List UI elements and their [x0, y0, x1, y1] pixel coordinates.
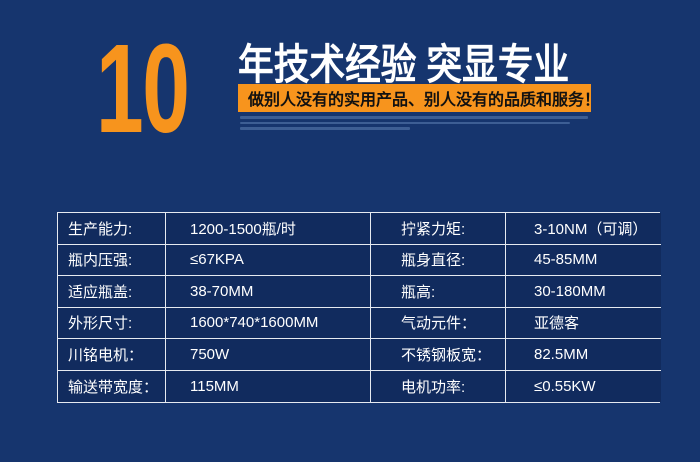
fine-print-line	[240, 121, 570, 124]
spec-value: 3-10NM（可调）	[506, 213, 661, 245]
spec-label: 不锈钢板宽：	[371, 339, 506, 371]
spec-label: 适应瓶盖:	[58, 276, 166, 308]
spec-label: 瓶身直径:	[371, 244, 506, 276]
spec-value: 115MM	[166, 370, 371, 402]
years-number: 10	[96, 18, 190, 159]
spec-value: 1200-1500瓶/时	[166, 213, 371, 245]
spec-label: 外形尺寸:	[58, 307, 166, 339]
spec-label: 输送带宽度：	[58, 370, 166, 402]
spec-value: 45-85MM	[506, 244, 661, 276]
spec-value: 82.5MM	[506, 339, 661, 371]
spec-value: ≤67KPA	[166, 244, 371, 276]
fine-print	[240, 116, 588, 133]
spec-value: ≤0.55KW	[506, 370, 661, 402]
fine-print-line	[240, 116, 588, 119]
subtitle-banner-text: 做别人没有的实用产品、别人没有的品质和服务！	[248, 92, 601, 109]
spec-table: 生产能力: 1200-1500瓶/时 拧紧力矩: 3-10NM（可调） 瓶内压强…	[57, 212, 661, 403]
spec-value: 1600*740*1600MM	[166, 307, 371, 339]
spec-label: 电机功率:	[371, 370, 506, 402]
spec-label: 川铭电机：	[58, 339, 166, 371]
spec-label: 生产能力:	[58, 213, 166, 245]
spec-label: 瓶内压强:	[58, 244, 166, 276]
spec-label: 气动元件：	[371, 307, 506, 339]
spec-value: 38-70MM	[166, 276, 371, 308]
spec-value: 亚德客	[506, 307, 661, 339]
spec-value: 30-180MM	[506, 276, 661, 308]
spec-label: 瓶高:	[371, 276, 506, 308]
spec-value: 750W	[166, 339, 371, 371]
spec-label: 拧紧力矩:	[371, 213, 506, 245]
subtitle-banner: 做别人没有的实用产品、别人没有的品质和服务！	[238, 84, 600, 112]
fine-print-line	[240, 127, 410, 130]
page-title: 年技术经验 突显专业	[238, 41, 570, 88]
